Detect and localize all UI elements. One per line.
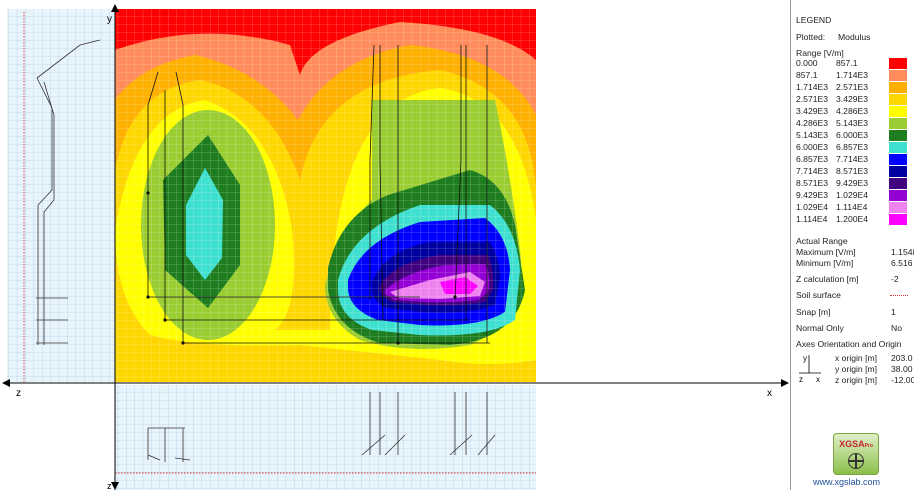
z-axis-label: z: [16, 388, 21, 399]
range-min: 857.1: [796, 70, 818, 80]
range-min: 7.714E3: [796, 166, 829, 176]
range-max: 1.029E4: [836, 190, 869, 200]
range-header: Range [V/m]: [796, 48, 844, 58]
range-swatch: [889, 178, 907, 189]
range-max: 6.857E3: [836, 142, 869, 152]
range-max: 9.429E3: [836, 178, 869, 188]
axes-orientation-icon: y z x: [799, 354, 821, 384]
y-origin-label: y origin [m]: [835, 364, 878, 374]
x-origin-label: x origin [m]: [835, 353, 878, 363]
range-swatch: [889, 130, 907, 141]
z-bottom-axis-label: z: [107, 481, 112, 490]
range-max: 8.571E3: [836, 166, 869, 176]
minimum-value: 6.516: [891, 258, 913, 268]
contour-map[interactable]: [115, 9, 536, 382]
range-swatch: [889, 106, 907, 117]
plot-viewport[interactable]: y z x z: [0, 0, 790, 491]
axes-header: Axes Orientation and Origin: [796, 339, 902, 349]
z-calc-label: Z calculation [m]: [796, 274, 859, 284]
range-swatch: [889, 166, 907, 177]
range-max: 2.571E3: [836, 82, 869, 92]
range-max: 6.000E3: [836, 130, 869, 140]
y-axis-label: y: [107, 14, 112, 25]
range-swatch: [889, 118, 907, 129]
maximum-value: 1.1548: [891, 247, 914, 257]
range-swatch: [889, 202, 907, 213]
range-min: 8.571E3: [796, 178, 829, 188]
soil-surface-label: Soil surface: [796, 290, 841, 300]
svg-text:x: x: [816, 375, 820, 384]
plotted-label: Plotted:: [796, 32, 826, 42]
minimum-label: Minimum [V/m]: [796, 258, 854, 268]
actual-range-label: Actual Range: [796, 236, 848, 246]
globe-icon: [848, 453, 864, 469]
range-min: 6.857E3: [796, 154, 829, 164]
range-max: 7.714E3: [836, 154, 869, 164]
range-min: 5.143E3: [796, 130, 829, 140]
range-min: 1.714E3: [796, 82, 829, 92]
maximum-label: Maximum [V/m]: [796, 247, 856, 257]
range-max: 857.1: [836, 58, 858, 68]
range-min: 9.429E3: [796, 190, 829, 200]
range-swatch: [889, 190, 907, 201]
range-swatch: [889, 70, 907, 81]
legend-title: LEGEND: [796, 15, 832, 25]
xgslab-logo[interactable]: XGSAPro: [833, 433, 879, 475]
range-max: 1.714E3: [836, 70, 869, 80]
range-max: 4.286E3: [836, 106, 869, 116]
svg-text:y: y: [803, 354, 807, 363]
range-min: 3.429E3: [796, 106, 829, 116]
range-min: 6.000E3: [796, 142, 829, 152]
range-swatch: [889, 94, 907, 105]
z-bottom-axis-arrow-icon: [111, 482, 119, 490]
logo-text: XGSAPro: [839, 439, 873, 449]
normal-only-value: No: [891, 323, 902, 333]
range-swatch: [889, 58, 907, 69]
range-max: 3.429E3: [836, 94, 869, 104]
z-origin-value: -12.00: [891, 375, 914, 385]
normal-only-label: Normal Only: [796, 323, 844, 333]
range-swatch: [889, 214, 907, 225]
z-axis-arrow-icon: [2, 379, 10, 387]
range-min: 4.286E3: [796, 118, 829, 128]
website-link[interactable]: www.xgslab.com: [813, 477, 881, 487]
range-swatch: [889, 154, 907, 165]
range-max: 1.114E4: [836, 202, 868, 212]
z-origin-label: z origin [m]: [835, 375, 878, 385]
legend-panel: LEGEND Plotted: Modulus Range [V/m] 0.00…: [790, 0, 914, 490]
bottom-view-conductors: [147, 392, 496, 462]
y-axis-arrow-icon: [111, 4, 119, 12]
plotted-value: Modulus: [838, 32, 871, 42]
range-max: 1.200E4: [836, 214, 869, 224]
soil-surface-line-sample: [890, 295, 908, 296]
range-max: 5.143E3: [836, 118, 869, 128]
z-calc-value: -2: [891, 274, 899, 284]
range-min: 0.000: [796, 58, 818, 68]
svg-text:z: z: [799, 375, 803, 384]
range-min: 1.029E4: [796, 202, 829, 212]
x-axis-label: x: [767, 388, 772, 399]
plot-svg[interactable]: y z x z: [0, 0, 790, 491]
x-origin-value: 203.0: [891, 353, 913, 363]
snap-value: 1: [891, 307, 896, 317]
range-swatch: [889, 142, 907, 153]
snap-label: Snap [m]: [796, 307, 831, 317]
y-origin-value: 38.00: [891, 364, 913, 374]
range-min: 1.114E4: [796, 214, 828, 224]
side-view-conductors: [36, 39, 101, 345]
axes: [5, 9, 785, 490]
x-axis-arrow-icon: [781, 379, 789, 387]
range-min: 2.571E3: [796, 94, 829, 104]
range-swatch: [889, 82, 907, 93]
